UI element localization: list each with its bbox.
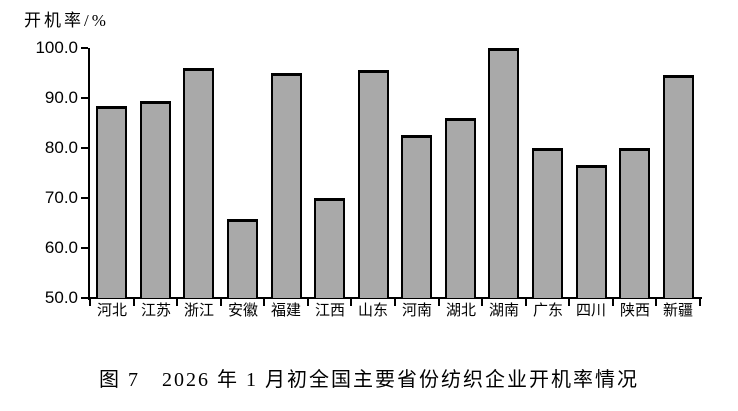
x-tick	[307, 299, 309, 306]
y-axis-line	[88, 48, 90, 300]
bar-山东	[358, 70, 389, 298]
y-tick	[81, 147, 88, 149]
x-category-label: 湖北	[445, 303, 476, 319]
figure-caption: 图 7 2026 年 1 月初全国主要省份纺织企业开机率情况	[99, 369, 639, 391]
x-category-label: 福建	[270, 303, 301, 319]
bar-陕西	[619, 148, 650, 298]
x-tick	[263, 299, 265, 306]
bar-湖南	[488, 48, 519, 298]
y-tick-label: 80.0	[44, 138, 78, 157]
x-tick	[438, 299, 440, 306]
x-category-label: 新疆	[662, 303, 693, 319]
x-category-label: 安徽	[227, 303, 258, 319]
x-category-label: 陕西	[619, 303, 650, 319]
x-tick	[699, 299, 701, 306]
bar-浙江	[183, 68, 214, 298]
x-tick	[176, 299, 178, 306]
y-axis-title: 开机率/%	[24, 11, 109, 30]
y-tick-label: 90.0	[44, 88, 78, 107]
x-tick	[481, 299, 483, 306]
bar-湖北	[445, 118, 476, 298]
x-category-label: 山东	[357, 303, 388, 319]
x-tick	[394, 299, 396, 306]
bar-广东	[532, 148, 563, 298]
x-tick	[133, 299, 135, 306]
y-tick	[81, 247, 88, 249]
x-category-label: 浙江	[183, 303, 214, 319]
x-category-label: 江苏	[140, 303, 171, 319]
y-tick	[81, 47, 88, 49]
x-category-label: 河北	[96, 303, 127, 319]
x-category-label: 四川	[575, 303, 606, 319]
x-tick	[568, 299, 570, 306]
bar-江西	[314, 198, 345, 298]
y-tick	[81, 197, 88, 199]
x-category-label: 江西	[314, 303, 345, 319]
x-tick	[612, 299, 614, 306]
y-tick-label: 50.0	[44, 288, 78, 307]
bar-河南	[401, 135, 432, 298]
x-category-label: 湖南	[488, 303, 519, 319]
x-axis-line	[88, 297, 702, 299]
x-tick	[350, 299, 352, 306]
bar-河北	[96, 106, 127, 298]
y-tick-label: 70.0	[44, 188, 78, 207]
bar-福建	[271, 73, 302, 298]
bar-安徽	[227, 219, 258, 298]
x-tick	[89, 299, 91, 306]
y-tick	[81, 97, 88, 99]
x-category-label: 河南	[401, 303, 432, 319]
y-tick	[81, 297, 88, 299]
bar-江苏	[140, 101, 171, 298]
y-tick-label: 60.0	[44, 238, 78, 257]
x-tick	[525, 299, 527, 306]
x-tick	[655, 299, 657, 306]
bar-新疆	[663, 75, 694, 298]
x-tick	[220, 299, 222, 306]
bar-四川	[576, 165, 607, 298]
x-category-label: 广东	[532, 303, 563, 319]
y-tick-label: 100.0	[35, 38, 78, 57]
